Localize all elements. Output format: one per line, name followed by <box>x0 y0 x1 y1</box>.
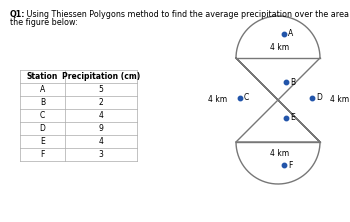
Text: F: F <box>288 161 292 170</box>
Text: A: A <box>288 29 293 38</box>
Text: D: D <box>316 93 322 103</box>
Text: the figure below:: the figure below: <box>10 18 78 27</box>
Text: 4 km: 4 km <box>209 95 228 105</box>
Text: 9: 9 <box>99 124 104 133</box>
Text: 4 km: 4 km <box>271 43 289 52</box>
Text: E: E <box>290 113 295 122</box>
Text: 4: 4 <box>99 137 104 146</box>
Text: Precipitation (cm): Precipitation (cm) <box>62 72 140 81</box>
Text: B: B <box>290 78 295 87</box>
Text: 2: 2 <box>99 98 103 107</box>
Text: Station: Station <box>27 72 58 81</box>
Text: C: C <box>40 111 45 120</box>
Text: 4 km: 4 km <box>330 95 350 105</box>
Text: A: A <box>40 85 45 94</box>
Text: D: D <box>40 124 46 133</box>
Text: 4 km: 4 km <box>271 149 289 158</box>
Text: 4: 4 <box>99 111 104 120</box>
Text: Q1:: Q1: <box>10 10 26 19</box>
Text: B: B <box>40 98 45 107</box>
Text: 3: 3 <box>99 150 104 159</box>
Text: 5: 5 <box>99 85 104 94</box>
Text: Using Thiessen Polygons method to find the average precipitation over the area s: Using Thiessen Polygons method to find t… <box>24 10 350 19</box>
Text: E: E <box>40 137 45 146</box>
Text: C: C <box>244 93 249 103</box>
Text: F: F <box>40 150 45 159</box>
